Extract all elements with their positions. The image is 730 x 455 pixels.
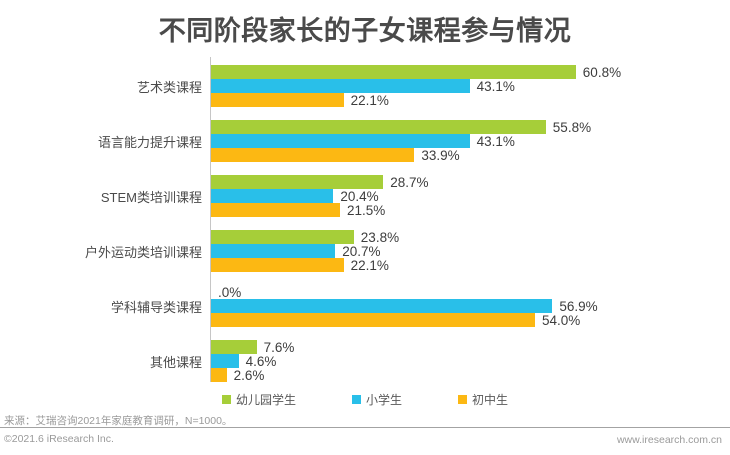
bar [211,79,470,93]
bar-group: 艺术类课程 60.8% 43.1% 22.1% [0,64,730,108]
value-label: 7.6% [263,339,295,355]
bar-row: 4.6% [211,353,294,369]
legend-swatch [458,395,467,404]
legend-item: 幼儿园学生 [221,391,296,408]
category-label: 艺术类课程 [136,79,202,95]
bar [211,93,344,107]
bar-row: 23.8% [211,229,400,245]
bar [211,340,257,354]
bar-group: 语言能力提升课程 55.8% 43.1% 33.9% [0,119,730,163]
value-label: 55.8% [552,119,592,135]
legend-swatch [221,395,231,404]
value-label: 20.7% [342,243,381,259]
bar-rows: 60.8% 43.1% 22.1% [211,64,622,108]
bar [211,65,576,79]
bar-row: 55.8% [211,119,592,135]
bar-row: 43.1% [211,78,621,94]
bar-row: 22.1% [211,92,621,108]
bar [211,120,546,134]
value-label: 4.6% [245,353,277,369]
bar-group: 其他课程 7.6% 4.6% 2.6% [0,339,730,383]
value-label: 20.4% [340,188,379,204]
bar [211,299,553,313]
bar [211,244,336,258]
bar-group: STEM类培训课程 28.7% 20.4% 21.5% [0,174,730,218]
value-label: 21.5% [347,202,386,218]
legend-label: 初中生 [472,393,509,407]
source-note: 来源：艾瑞咨询2021年家庭教育调研，N=1000。 [4,415,233,427]
bar [211,354,239,368]
value-label: .0% [218,284,242,300]
chart-title: 不同阶段家长的子女课程参与情况 [158,16,572,46]
value-label: 2.6% [233,367,265,383]
bar-row: 56.9% [211,298,598,314]
bar [211,313,535,327]
bar-rows: 7.6% 4.6% 2.6% [211,339,295,383]
bar-row: 20.7% [211,243,399,259]
value-label: 54.0% [542,312,581,328]
bar [211,134,470,148]
bar-row: 21.5% [211,202,428,218]
legend-swatch [351,395,361,404]
legend: 幼儿园学生 小学生 初中生 [0,391,730,408]
value-label: 60.8% [582,64,622,80]
bar-row: 22.1% [211,257,399,273]
category-label: 户外运动类培训课程 [84,244,202,260]
bar [211,230,354,244]
bar [211,203,340,217]
bar-rows: 23.8% 20.7% 22.1% [211,229,400,273]
bar-row: 54.0% [211,312,598,328]
bar-rows: .0% 56.9% 54.0% [211,284,598,328]
category-label: STEM类培训课程 [100,189,202,205]
value-label: 56.9% [559,298,598,314]
category-label: 语言能力提升课程 [97,134,202,150]
bar-row: .0% [211,284,598,300]
footer-divider [0,427,730,428]
bar [211,175,384,189]
value-label: 28.7% [390,174,429,190]
y-axis-line [210,57,211,382]
legend-label: 幼儿园学生 [235,393,296,407]
bar-row: 20.4% [211,188,428,204]
value-label: 43.1% [476,78,515,94]
category-label: 其他课程 [149,354,202,370]
website-link[interactable]: www.iresearch.com.cn [616,434,722,446]
value-label: 33.9% [421,147,460,163]
value-label: 22.1% [350,92,389,108]
bar-row: 2.6% [211,367,294,383]
bar-group: 学科辅导类课程 .0% 56.9% 54.0% [0,284,730,328]
bar [211,148,415,162]
bar-row: 28.7% [211,174,429,190]
bar-rows: 28.7% 20.4% 21.5% [211,174,429,218]
category-label: 学科辅导类课程 [110,299,202,315]
bar-chart: 艺术类课程 60.8% 43.1% 22.1% 语言能力提升课程 55.8% 43.1% 33… [0,57,730,387]
legend-item: 初中生 [458,391,508,408]
bar-row: 43.1% [211,133,591,149]
bar-row: 60.8% [211,64,622,80]
bar-rows: 55.8% 43.1% 33.9% [211,119,592,163]
legend-label: 小学生 [365,393,402,407]
copyright-note: ©2021.6 iResearch Inc. [4,433,114,445]
bar-row: 7.6% [211,339,295,355]
bar [211,258,344,272]
bar [211,368,227,382]
bar-row: 33.9% [211,147,591,163]
value-label: 22.1% [350,257,389,273]
legend-item: 小学生 [351,391,402,408]
bar-group: 户外运动类培训课程 23.8% 20.7% 22.1% [0,229,730,273]
value-label: 23.8% [360,229,400,245]
bar [211,189,334,203]
value-label: 43.1% [476,133,515,149]
